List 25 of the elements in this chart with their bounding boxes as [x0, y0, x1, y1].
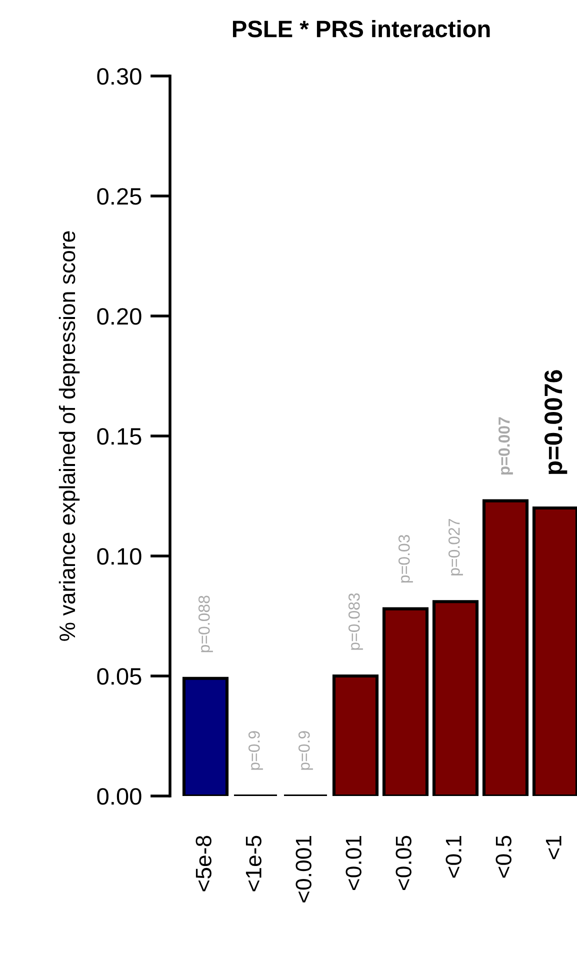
x-tick-label: <0.05 [396, 836, 412, 890]
x-tick-label: <0.1 [446, 836, 462, 878]
annotation: p=0.0076 [544, 370, 568, 474]
annotation: p=0.083 [348, 593, 363, 650]
y-tick-label: 0.20 [97, 308, 142, 325]
annotation: p=0.9 [298, 731, 313, 770]
annotation: p=0.088 [198, 596, 213, 652]
x-tick-label: <0.001 [296, 836, 312, 902]
x-tick-label: <1 [546, 836, 562, 860]
x-tick-label: <1e-5 [246, 836, 262, 892]
y-tick-label: 0.10 [97, 548, 142, 565]
annotation: p=0.03 [398, 535, 413, 583]
annotation: p=0.9 [248, 731, 263, 770]
annotation: p=0.027 [448, 519, 463, 576]
y-tick-label: 0.25 [97, 188, 142, 205]
x-tick-label: <0.01 [346, 836, 362, 890]
annotation: p=0.007 [498, 417, 513, 475]
x-tick-label: <0.5 [496, 836, 512, 878]
y-tick-label: 0.00 [97, 788, 142, 805]
y-tick-label: 0.05 [97, 668, 142, 685]
x-tick-label: <5e-8 [196, 836, 212, 892]
y-axis-title: % variance explained of depression score [58, 231, 80, 641]
chart-title: PSLE * PRS interaction [232, 20, 490, 38]
y-tick-label: 0.30 [97, 68, 142, 85]
y-tick-label: 0.15 [97, 428, 142, 445]
